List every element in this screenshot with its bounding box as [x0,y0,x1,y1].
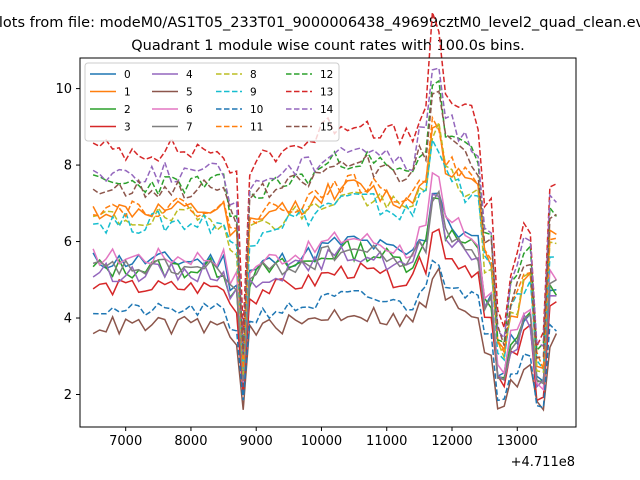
series-line-9 [93,137,557,372]
legend-box [84,62,340,142]
series-line-12 [92,79,557,353]
legend-label-2: 2 [124,104,131,116]
chart-suptitle: Plots from file: modeM0/AS1T05_233T01_90… [0,15,640,31]
legend-label-10: 10 [250,104,263,116]
y-tick-label-6: 6 [64,235,72,250]
series-line-14 [92,67,557,356]
x-tick-label-11000: 11000 [366,434,407,449]
y-tick-label-10: 10 [55,82,72,97]
legend-label-11: 11 [250,122,263,134]
series-line-5 [92,266,558,412]
x-tick-label-12000: 12000 [431,434,472,449]
series-line-3 [92,228,557,402]
y-tick-label-8: 8 [64,159,72,174]
x-tick-label-7000: 7000 [109,434,142,449]
series-line-0 [92,192,557,384]
legend-label-12: 12 [320,69,333,81]
series-line-7 [92,189,557,385]
legend-label-0: 0 [124,69,131,81]
y-tick-label-4: 4 [64,312,72,327]
legend-label-15: 15 [320,122,333,134]
legend-label-14: 14 [320,104,334,116]
legend-label-4: 4 [186,69,193,81]
legend-label-9: 9 [250,87,257,99]
x-tick-label-9000: 9000 [240,434,273,449]
series-line-6 [92,171,558,392]
x-tick-label-10000: 10000 [301,434,342,449]
legend-label-1: 1 [124,87,131,99]
y-tick-label-2: 2 [64,388,72,403]
x-offset-label: +4.711e8 [511,455,575,470]
legend-label-7: 7 [186,122,193,134]
series-line-10 [93,259,557,409]
legend-label-8: 8 [250,69,257,81]
chart-title: Quadrant 1 module wise count rates with … [131,38,525,54]
series-line-11 [92,115,557,370]
x-tick-label-8000: 8000 [174,434,207,449]
axes-frame [79,57,577,428]
x-tick-label-13000: 13000 [497,434,538,449]
series-line-15 [92,90,557,359]
legend-label-5: 5 [186,87,193,99]
legend-label-6: 6 [186,104,193,116]
legend-label-13: 13 [320,87,333,99]
series-line-4 [92,192,557,389]
legend-label-3: 3 [124,122,131,134]
